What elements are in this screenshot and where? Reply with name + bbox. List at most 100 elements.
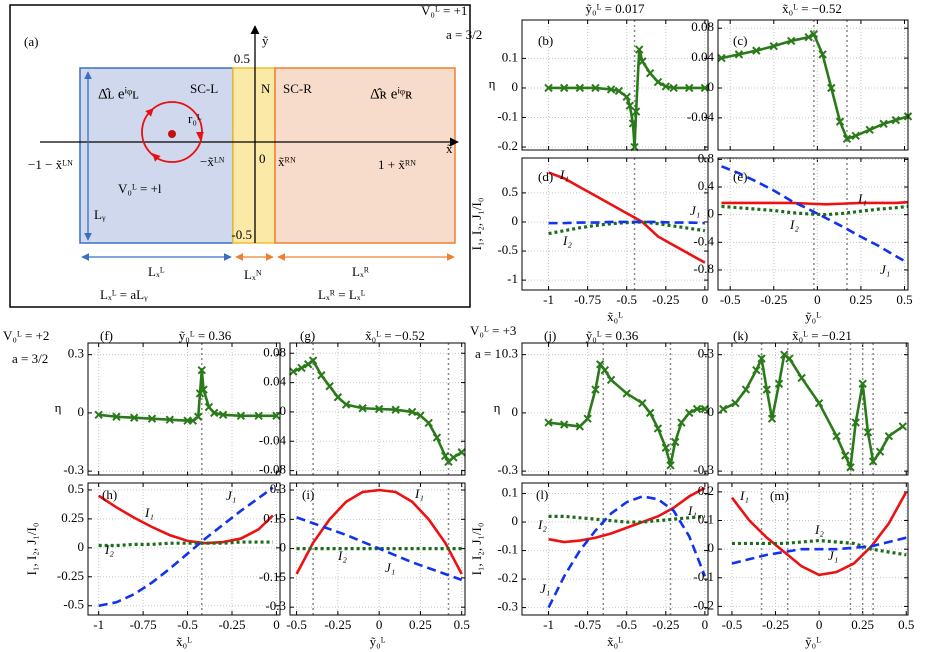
marker [814, 398, 824, 408]
marker [424, 418, 433, 428]
marker [432, 433, 442, 442]
y-tick-label: 0 [708, 79, 715, 94]
marker [457, 448, 466, 457]
series-line [97, 494, 274, 545]
y-tick-label: -0.3 [497, 599, 518, 614]
y-tick-label: -0.15 [259, 569, 286, 584]
sc-left [79, 67, 234, 244]
x-tick-label: -1 [543, 292, 554, 307]
marker [879, 119, 888, 129]
marker [440, 451, 450, 461]
marker [851, 418, 860, 427]
vorticity-label: V₀ᴸ = +l [118, 181, 162, 196]
marker [818, 50, 827, 59]
y-tick-label: 0.08 [691, 19, 714, 34]
panel-title: ỹ₀ᴸ = 0.36 [586, 328, 639, 343]
axis-name: ỹ [262, 33, 269, 48]
panel: -0.3 0 0.3 (f) ỹ₀ᴸ = 0.36 η [55, 328, 281, 477]
y-tick-label: 0 [512, 213, 519, 228]
curve-label: I₁ [739, 488, 749, 503]
y-tick-label: 0.1 [698, 511, 714, 526]
x-label: 1 + x̃ᴿᴺ [378, 157, 416, 172]
y-tick-label: -0.4 [693, 233, 714, 248]
panel: -1 -0.75 -0.5 -0.25 0 -0.5 -0.25 0 0.25 0.5 I₁ I₂ J₁… [24, 481, 281, 649]
y-tick-label: 0.08 [263, 344, 286, 359]
panel-label: (m) [770, 488, 789, 503]
marker [449, 453, 458, 462]
y-tick-label: 0 [512, 79, 519, 94]
panel-label: (k) [733, 328, 748, 343]
length-label: Lₓᴸ [148, 264, 165, 279]
marker [325, 382, 334, 391]
y-tick-label: 0.5 [68, 481, 84, 496]
x-axis-label: x̃₀ᴸ [607, 634, 623, 649]
panel-title: ỹ₀ᴸ = 0.36 [179, 328, 232, 343]
marker [785, 354, 794, 363]
x-tick-label: 0 [702, 292, 709, 307]
y-tick-label: 0 [280, 403, 287, 418]
x-tick-label: 0.5 [898, 617, 914, 632]
marker [199, 385, 208, 394]
plot-frame [289, 482, 466, 616]
marker [685, 408, 694, 418]
y-axis-label: η [489, 76, 496, 91]
y-tick-label: -0.08 [259, 462, 286, 477]
marker [391, 405, 400, 414]
marker [774, 379, 784, 388]
marker [591, 83, 600, 93]
y-tick-label: -0.25 [57, 568, 84, 583]
y-tick-label: -0.04 [259, 432, 287, 447]
marker [832, 431, 841, 441]
panel: -0.5 -0.25 0 0.25 0.5 -0.8 -0.4 0 0.4 0.8 I₁ I₂ J₁ (e… [693, 150, 912, 324]
y-tick-label: -0.04 [687, 109, 715, 124]
y-axis-label: I₁, I₂, J₁/I₀ [469, 198, 484, 251]
x-tick-label: 0 [816, 617, 823, 632]
panel-a: (a) Δ̂ʟ eⁱᵠʟ SC-L N SC-R Δ̂ʀ eⁱᵠʀ 0.5 ỹ … [9, 4, 471, 308]
series-line [721, 200, 909, 206]
series-line [98, 540, 273, 548]
x-tick-label: -0.5 [286, 617, 307, 632]
marker [875, 447, 885, 456]
panel: -0.08 -0.04 0 0.04 0.08 (g) x̃₀ᴸ = −0.52 [259, 328, 466, 477]
length-label: Lᵧ [94, 207, 106, 223]
marker [194, 412, 203, 421]
series-line [721, 204, 909, 217]
series-line [548, 220, 705, 225]
y-tick-label: -0.1 [497, 542, 518, 557]
series-line [548, 486, 706, 544]
panel-label: (j) [544, 328, 556, 343]
x-tick-label: 0 [376, 617, 383, 632]
marker [653, 77, 663, 87]
panel-label: (d) [538, 169, 553, 184]
y-tick-label: 0.3 [68, 346, 84, 361]
marker [236, 411, 246, 421]
marker [661, 82, 671, 91]
marker [842, 134, 852, 144]
x-label: −x̃ᴸᴺ [200, 154, 225, 169]
y-tick-label: 0 [280, 540, 287, 555]
plot-frame [717, 342, 909, 476]
marker [188, 416, 198, 425]
marker [835, 117, 845, 126]
marker [787, 36, 796, 46]
panel: -0.04 0 0.04 0.08 (c) x̃₀ᴸ = −0.52 [687, 1, 913, 151]
y-tick-label: 0 [78, 404, 85, 419]
y-tick-label: 0.1 [502, 485, 518, 500]
marker [591, 385, 600, 394]
y-axis-label: I₁, I₂, J₁/I₀ [24, 523, 39, 576]
marker [685, 83, 694, 93]
marker [317, 371, 326, 380]
x-tick-label: -0.75 [130, 617, 157, 632]
panel: -0.5 -0.25 0 0.25 0.5 -0.2 -0.1 0 0.1 0.2 I₁ I₂ J₁ (m… [693, 482, 914, 649]
x-tick-label: -0.25 [760, 292, 787, 307]
y-tick-label: 0.3 [502, 346, 518, 361]
y-tick-label: -0.2 [497, 570, 518, 585]
marker [717, 53, 726, 63]
marker [333, 393, 343, 402]
annotation: V₀ᴸ = +3 [470, 323, 516, 338]
x-tick-label: 0.25 [851, 617, 874, 632]
marker [218, 410, 228, 420]
axis-name: x̃ [446, 141, 453, 156]
x-tick-label: -0.25 [652, 617, 679, 632]
